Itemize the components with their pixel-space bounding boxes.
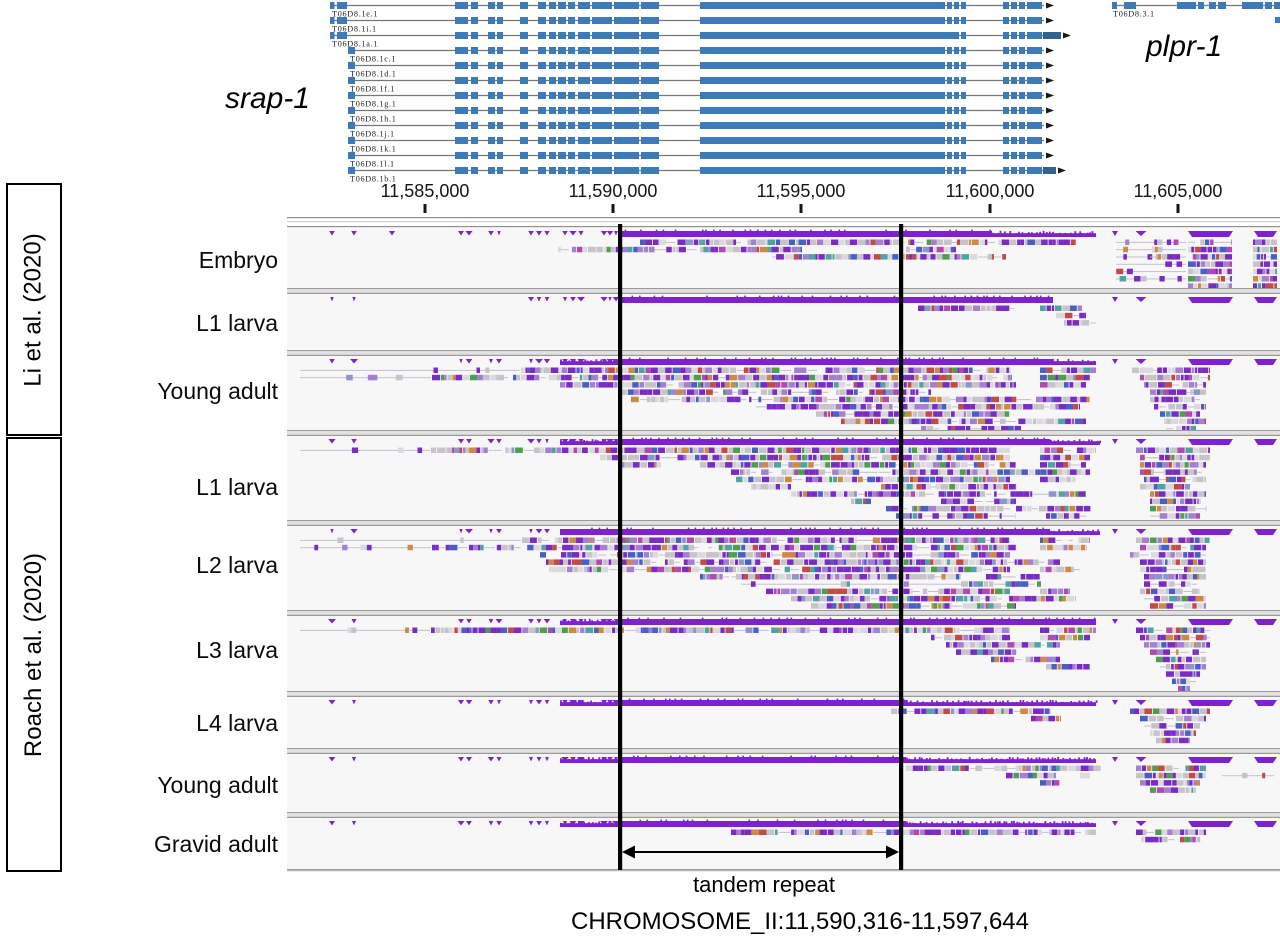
track-l1-larva: [287, 430, 1280, 520]
transcript-label: T06D8.1j.1: [350, 130, 395, 139]
axis-tick-label-1: 11,590,000: [568, 181, 658, 201]
stage-label-gravid-adult: Gravid adult: [153, 831, 278, 857]
transcript-label: T06D8.3.1: [1113, 10, 1155, 19]
stage-label-l4-larva: L4 larva: [196, 710, 278, 736]
gene-label-plpr-1: plpr-1: [1146, 30, 1223, 63]
track-l2-larva: [287, 520, 1280, 610]
track-l4-larva: [287, 691, 1280, 748]
group-box-roach-2020: Roach et al. (2020): [6, 437, 62, 872]
transcript-label: T06D8.1i.1: [332, 25, 377, 34]
group-label-li-2020: Li et al. (2020): [20, 232, 48, 387]
track-gravid-adult: [287, 812, 1280, 870]
transcript-label: T06D8.1l.1: [350, 160, 395, 169]
ruler: [287, 204, 1280, 228]
axis-tick-label-0: 11,585,000: [380, 181, 470, 201]
axis-tick-label-3: 11,600,000: [945, 181, 1035, 201]
transcript-label: T06D8.1h.1: [350, 115, 397, 124]
transcript-label: T06D8.1f.1: [350, 85, 395, 94]
chromosome-coordinates-label: CHROMOSOME_II:11,590,316-11,597,644: [570, 908, 1029, 935]
axis-tick-label-2: 11,595,000: [756, 181, 846, 201]
track-l3-larva: [287, 610, 1280, 692]
stage-label-embryo: Embryo: [198, 247, 278, 273]
gene-label-srap-1: srap-1: [224, 82, 310, 115]
transcript-label: T06D8.1g.1: [350, 100, 397, 109]
alignment-tracks: [287, 228, 1280, 872]
track-embryo: [287, 228, 1280, 290]
axis-tick-label-4: 11,605,000: [1133, 181, 1223, 201]
transcript-label: T06D8.1k.1: [350, 145, 397, 154]
stage-label-young-adult: Young adult: [157, 378, 278, 404]
track-young-adult: [287, 748, 1280, 812]
tandem-repeat-label: tandem repeat: [693, 872, 835, 897]
group-box-li-2020: Li et al. (2020): [6, 183, 62, 436]
gene-models: T06D8.1e.1 T06D8.1i.1 T06D8.1a.1 T06D8.1c.1…: [330, 2, 1280, 184]
track-young-adult: [287, 350, 1280, 432]
transcript-label: T06D8.1d.1: [350, 70, 397, 79]
stage-label-l3-larva: L3 larva: [196, 637, 278, 663]
tandem-repeat-region-lines: [618, 224, 904, 870]
track-l1-larva: [287, 288, 1280, 349]
group-label-roach-2020: Roach et al. (2020): [20, 552, 47, 757]
tandem-repeat-arrow: [622, 845, 899, 859]
stage-label-l1-larva: L1 larva: [196, 474, 278, 500]
stage-label-young-adult: Young adult: [157, 772, 278, 798]
stage-label-l1-larva: L1 larva: [196, 310, 278, 336]
transcript-label: T06D8.1c.1: [350, 55, 396, 64]
transcript-label: T06D8.1a.1: [332, 40, 378, 49]
stage-label-l2-larva: L2 larva: [196, 552, 278, 578]
transcript-label: T06D8.1e.1: [332, 10, 378, 19]
transcript-label: T06D8.1b.1: [350, 175, 397, 184]
